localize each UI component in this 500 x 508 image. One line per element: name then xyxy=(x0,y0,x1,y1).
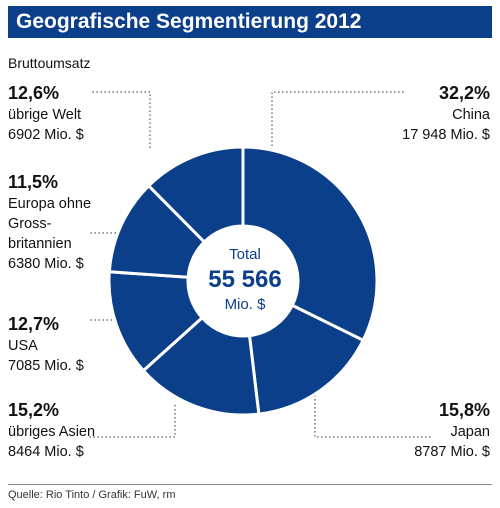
label-name: übriges Asien xyxy=(8,424,96,440)
center-total-unit: Mio. $ xyxy=(224,296,266,313)
label-value: 6380 Mio. $ xyxy=(8,256,84,272)
label-name: Japan xyxy=(450,424,490,440)
chart-header: Geografische Segmentierung 2012 xyxy=(8,6,492,38)
label-value: 8787 Mio. $ xyxy=(414,444,490,460)
slice-uebriges-asien xyxy=(141,315,261,417)
slice-china xyxy=(241,145,379,343)
leader-line-uebrige-welt xyxy=(90,91,151,148)
label-name: übrige Welt xyxy=(8,107,82,123)
label-value: 17 948 Mio. $ xyxy=(402,127,490,143)
label-japan: 15,8% Japan 8787 Mio. $ xyxy=(414,399,490,462)
label-europa: 11,5% Europa ohne Gross- britannien 6380… xyxy=(8,171,91,274)
label-name-line3: britannien xyxy=(8,236,72,252)
label-value: 7085 Mio. $ xyxy=(8,358,84,374)
footer-divider xyxy=(8,484,492,485)
slice-uebrige-welt xyxy=(146,145,245,245)
label-percent: 12,6% xyxy=(8,83,60,103)
label-usa: 12,7% USA 7085 Mio. $ xyxy=(8,313,84,376)
label-uebrige-welt: 12,6% übrige Welt 6902 Mio. $ xyxy=(8,82,84,145)
source-note: Quelle: Rio Tinto / Grafik: FuW, rm xyxy=(8,489,176,501)
slice-japan xyxy=(247,303,366,416)
label-percent: 11,5% xyxy=(8,172,59,192)
label-percent: 15,8% xyxy=(438,400,490,420)
label-name: USA xyxy=(8,338,38,354)
leader-line-japan xyxy=(314,395,432,438)
label-name-line1: Europa ohne xyxy=(8,196,92,212)
label-name-line2: Gross- xyxy=(8,216,52,232)
label-china: 32,2% China 17 948 Mio. $ xyxy=(402,82,490,145)
label-percent: 32,2% xyxy=(438,83,490,103)
center-total-value: 55 566 xyxy=(208,266,282,293)
leader-line-china xyxy=(271,91,404,150)
label-value: 8464 Mio. $ xyxy=(8,444,84,460)
label-uebriges-asien: 15,2% übriges Asien 8464 Mio. $ xyxy=(8,399,95,462)
label-name: China xyxy=(452,107,490,123)
label-percent: 12,7% xyxy=(8,314,60,334)
chart-title: Geografische Segmentierung 2012 xyxy=(16,10,362,33)
leader-line-uebriges-asien xyxy=(88,405,176,438)
center-total-label: Total xyxy=(229,246,261,263)
label-value: 6902 Mio. $ xyxy=(8,127,84,143)
chart-subtitle: Bruttoumsatz xyxy=(8,55,91,71)
label-percent: 15,2% xyxy=(8,400,60,420)
donut-hole xyxy=(189,227,297,335)
